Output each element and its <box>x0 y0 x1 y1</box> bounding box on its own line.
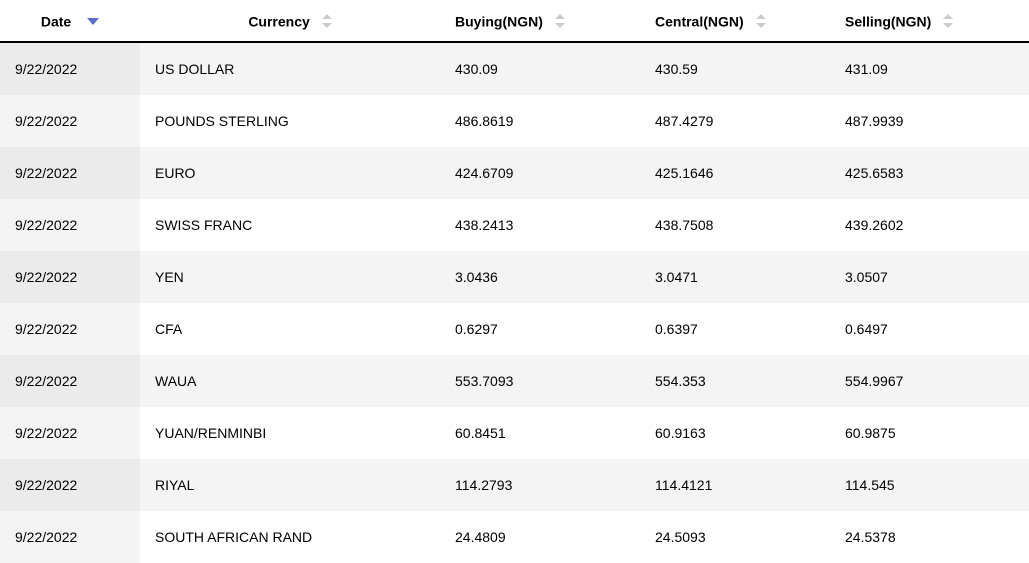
table-row: 9/22/2022EURO424.6709425.1646425.6583 <box>0 147 1029 199</box>
cell-currency: US DOLLAR <box>140 42 440 95</box>
cell-date: 9/22/2022 <box>0 355 140 407</box>
cell-selling: 0.6497 <box>830 303 1029 355</box>
cell-central: 0.6397 <box>640 303 830 355</box>
cell-central: 114.4121 <box>640 459 830 511</box>
cell-currency: YEN <box>140 251 440 303</box>
cell-central: 430.59 <box>640 42 830 95</box>
cell-buying: 114.2793 <box>440 459 640 511</box>
cell-currency: RIYAL <box>140 459 440 511</box>
table-row: 9/22/2022YUAN/RENMINBI60.845160.916360.9… <box>0 407 1029 459</box>
table-header: Date Currency Buying(NGN) Central(NGN) S… <box>0 0 1029 42</box>
cell-currency: CFA <box>140 303 440 355</box>
cell-date: 9/22/2022 <box>0 251 140 303</box>
cell-currency: SWISS FRANC <box>140 199 440 251</box>
cell-buying: 553.7093 <box>440 355 640 407</box>
col-header-label: Buying(NGN) <box>455 13 543 29</box>
col-header-label: Selling(NGN) <box>845 13 931 29</box>
cell-central: 60.9163 <box>640 407 830 459</box>
table-row: 9/22/2022SOUTH AFRICAN RAND24.480924.509… <box>0 511 1029 563</box>
col-header-selling[interactable]: Selling(NGN) <box>830 0 1029 42</box>
cell-central: 3.0471 <box>640 251 830 303</box>
sort-both-icon <box>555 14 565 28</box>
cell-currency: EURO <box>140 147 440 199</box>
cell-selling: 24.5378 <box>830 511 1029 563</box>
cell-buying: 24.4809 <box>440 511 640 563</box>
table-row: 9/22/2022US DOLLAR430.09430.59431.09 <box>0 42 1029 95</box>
cell-selling: 487.9939 <box>830 95 1029 147</box>
table-row: 9/22/2022YEN3.04363.04713.0507 <box>0 251 1029 303</box>
col-header-label: Date <box>41 13 71 29</box>
cell-date: 9/22/2022 <box>0 42 140 95</box>
cell-selling: 114.545 <box>830 459 1029 511</box>
cell-date: 9/22/2022 <box>0 95 140 147</box>
col-header-currency[interactable]: Currency <box>140 0 440 42</box>
cell-currency: YUAN/RENMINBI <box>140 407 440 459</box>
cell-selling: 425.6583 <box>830 147 1029 199</box>
cell-buying: 0.6297 <box>440 303 640 355</box>
cell-selling: 431.09 <box>830 42 1029 95</box>
cell-central: 438.7508 <box>640 199 830 251</box>
table-row: 9/22/2022CFA0.62970.63970.6497 <box>0 303 1029 355</box>
col-header-label: Currency <box>248 13 309 29</box>
cell-selling: 60.9875 <box>830 407 1029 459</box>
cell-selling: 554.9967 <box>830 355 1029 407</box>
table-row: 9/22/2022WAUA553.7093554.353554.9967 <box>0 355 1029 407</box>
table-row: 9/22/2022RIYAL114.2793114.4121114.545 <box>0 459 1029 511</box>
sort-both-icon <box>756 14 766 28</box>
cell-central: 554.353 <box>640 355 830 407</box>
exchange-rates-table: Date Currency Buying(NGN) Central(NGN) S… <box>0 0 1029 563</box>
cell-date: 9/22/2022 <box>0 147 140 199</box>
cell-currency: POUNDS STERLING <box>140 95 440 147</box>
cell-buying: 438.2413 <box>440 199 640 251</box>
sort-both-icon <box>322 14 332 28</box>
cell-buying: 60.8451 <box>440 407 640 459</box>
cell-buying: 430.09 <box>440 42 640 95</box>
cell-date: 9/22/2022 <box>0 407 140 459</box>
cell-buying: 486.8619 <box>440 95 640 147</box>
table-row: 9/22/2022SWISS FRANC438.2413438.7508439.… <box>0 199 1029 251</box>
cell-date: 9/22/2022 <box>0 303 140 355</box>
table-body: 9/22/2022US DOLLAR430.09430.59431.099/22… <box>0 42 1029 563</box>
cell-central: 24.5093 <box>640 511 830 563</box>
cell-selling: 3.0507 <box>830 251 1029 303</box>
cell-date: 9/22/2022 <box>0 199 140 251</box>
col-header-label: Central(NGN) <box>655 13 744 29</box>
cell-currency: WAUA <box>140 355 440 407</box>
cell-buying: 424.6709 <box>440 147 640 199</box>
cell-date: 9/22/2022 <box>0 459 140 511</box>
table-row: 9/22/2022POUNDS STERLING486.8619487.4279… <box>0 95 1029 147</box>
cell-selling: 439.2602 <box>830 199 1029 251</box>
cell-buying: 3.0436 <box>440 251 640 303</box>
col-header-buying[interactable]: Buying(NGN) <box>440 0 640 42</box>
sort-both-icon <box>943 14 953 28</box>
col-header-central[interactable]: Central(NGN) <box>640 0 830 42</box>
col-header-date[interactable]: Date <box>0 0 140 42</box>
cell-date: 9/22/2022 <box>0 511 140 563</box>
cell-central: 425.1646 <box>640 147 830 199</box>
cell-currency: SOUTH AFRICAN RAND <box>140 511 440 563</box>
sort-desc-icon <box>87 18 99 25</box>
cell-central: 487.4279 <box>640 95 830 147</box>
